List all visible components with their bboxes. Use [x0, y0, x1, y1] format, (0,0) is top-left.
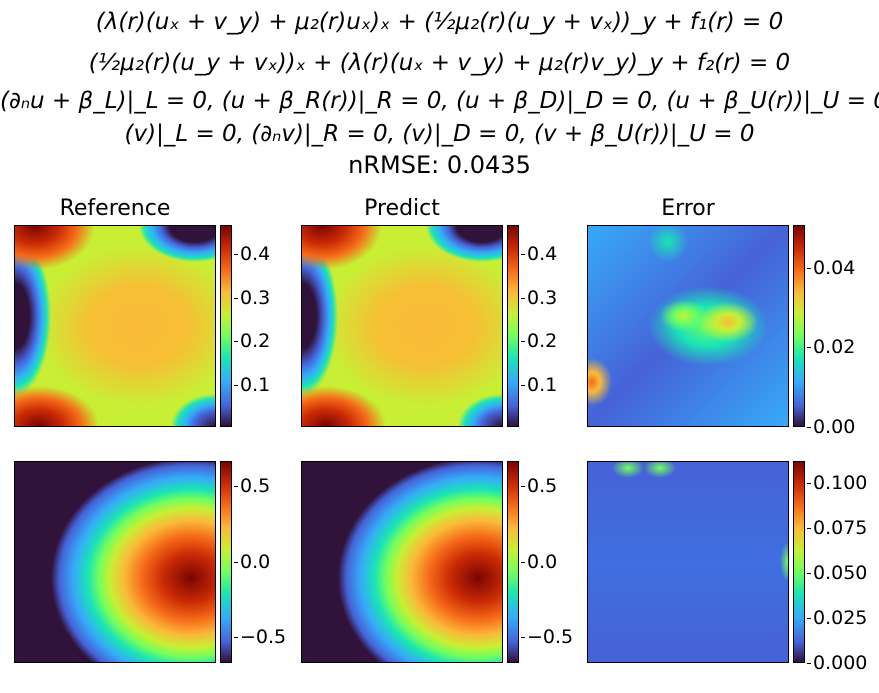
tick: 0.100 [806, 472, 868, 494]
tick: 0.075 [806, 517, 868, 539]
tick: 0.5 [520, 475, 558, 497]
colorbar-v-predict [507, 461, 519, 663]
tick: 0.3 [233, 287, 271, 309]
tick: 0.0 [233, 551, 271, 573]
tick: 0.4 [233, 243, 271, 265]
tick: 0.4 [520, 243, 558, 265]
tick: 0.1 [520, 374, 558, 396]
colorbar-u-error [793, 225, 805, 427]
tick: 0.2 [520, 330, 558, 352]
tick: 0.1 [233, 374, 271, 396]
tick: 0.00 [806, 416, 856, 438]
title-error: Error [661, 196, 715, 221]
tick: 0.5 [233, 475, 271, 497]
tick: 0.025 [806, 607, 868, 629]
colorbar-v-error [793, 461, 805, 663]
colorbar-u-reference [220, 225, 232, 427]
heatmap-u-reference [14, 225, 216, 427]
equation-4: (v)|_L = 0, (∂ₙv)|_R = 0, (v)|_D = 0, (v… [124, 121, 755, 147]
tick: 0.04 [806, 257, 856, 279]
tick: 0.2 [233, 330, 271, 352]
heatmap-v-reference [14, 461, 216, 663]
tick: 0.0 [520, 551, 558, 573]
nrmse-label: nRMSE: 0.0435 [348, 151, 531, 179]
colorbar-u-predict [507, 225, 519, 427]
tick: 0.02 [806, 336, 856, 358]
title-reference: Reference [59, 196, 171, 221]
tick: 0.000 [806, 652, 868, 674]
colorbar-v-reference [220, 461, 232, 663]
tick: −0.5 [233, 626, 287, 648]
heatmap-v-predict [301, 461, 503, 663]
equation-1: (λ(r)(uₓ + v_y) + μ₂(r)uₓ)ₓ + (½μ₂(r)(u_… [95, 9, 784, 35]
title-predict: Predict [364, 196, 440, 221]
equation-3: (∂ₙu + β_L)|_L = 0, (u + β_R(r))|_R = 0,… [0, 88, 879, 114]
heatmap-u-predict [301, 225, 503, 427]
tick: 0.050 [806, 562, 868, 584]
equation-2: (½μ₂(r)(u_y + vₓ))ₓ + (λ(r)(uₓ + v_y) + … [88, 50, 791, 76]
heatmap-v-error [587, 461, 789, 663]
tick: 0.3 [520, 287, 558, 309]
heatmap-u-error [587, 225, 789, 427]
tick: −0.5 [520, 626, 574, 648]
